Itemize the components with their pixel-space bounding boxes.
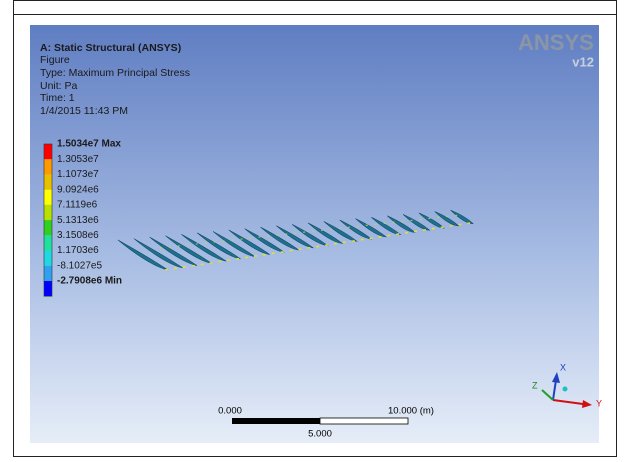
triad-z-label: Z (532, 380, 538, 390)
triad-dot (563, 387, 568, 392)
triad-y-label: Y (596, 398, 602, 408)
legend-label: 7.1119e6 (57, 200, 98, 211)
legend-swatch (44, 220, 52, 235)
legend-swatch (44, 281, 52, 296)
scale-end: 10.000 (m) (388, 406, 434, 417)
legend-swatch (44, 159, 52, 174)
legend-swatch (44, 205, 52, 220)
legend-label: -8.1027e5 (57, 260, 102, 271)
scale-white (320, 418, 408, 424)
header-line: Time: 1 (40, 92, 75, 104)
legend-label: 1.1073e7 (57, 169, 99, 180)
legend-swatch (44, 144, 52, 159)
viewport[interactable] (30, 25, 599, 443)
scale-black (232, 418, 320, 424)
scale-middle: 5.000 (308, 429, 332, 440)
legend-swatch (44, 251, 52, 266)
legend-swatch (44, 266, 52, 281)
legend-swatch (44, 174, 52, 189)
title: A: Static Structural (ANSYS) (40, 42, 181, 54)
header-line: Unit: Pa (40, 80, 78, 92)
legend-swatch (44, 190, 52, 205)
triad-x-label: X (560, 362, 566, 372)
logo-version: v12 (572, 54, 594, 69)
header-line: Type: Maximum Principal Stress (40, 67, 190, 79)
screenshot: A: Static Structural (ANSYS) Figure Type… (0, 0, 630, 457)
legend-label: 3.1508e6 (57, 230, 99, 241)
legend-label: 9.0924e6 (57, 184, 99, 195)
legend-label: -2.7908e6 Min (57, 276, 122, 287)
legend-label: 5.1313e6 (57, 215, 99, 226)
logo-name: ANSYS (518, 30, 594, 55)
legend-label: 1.1703e6 (57, 245, 99, 256)
legend-label: 1.3053e7 (57, 154, 99, 165)
legend-label: 1.5034e7 Max (57, 139, 121, 150)
scale-start: 0.000 (218, 406, 242, 417)
legend-swatch (44, 235, 52, 250)
header-line: 1/4/2015 11:43 PM (40, 105, 128, 117)
header-line: Figure (40, 54, 70, 66)
